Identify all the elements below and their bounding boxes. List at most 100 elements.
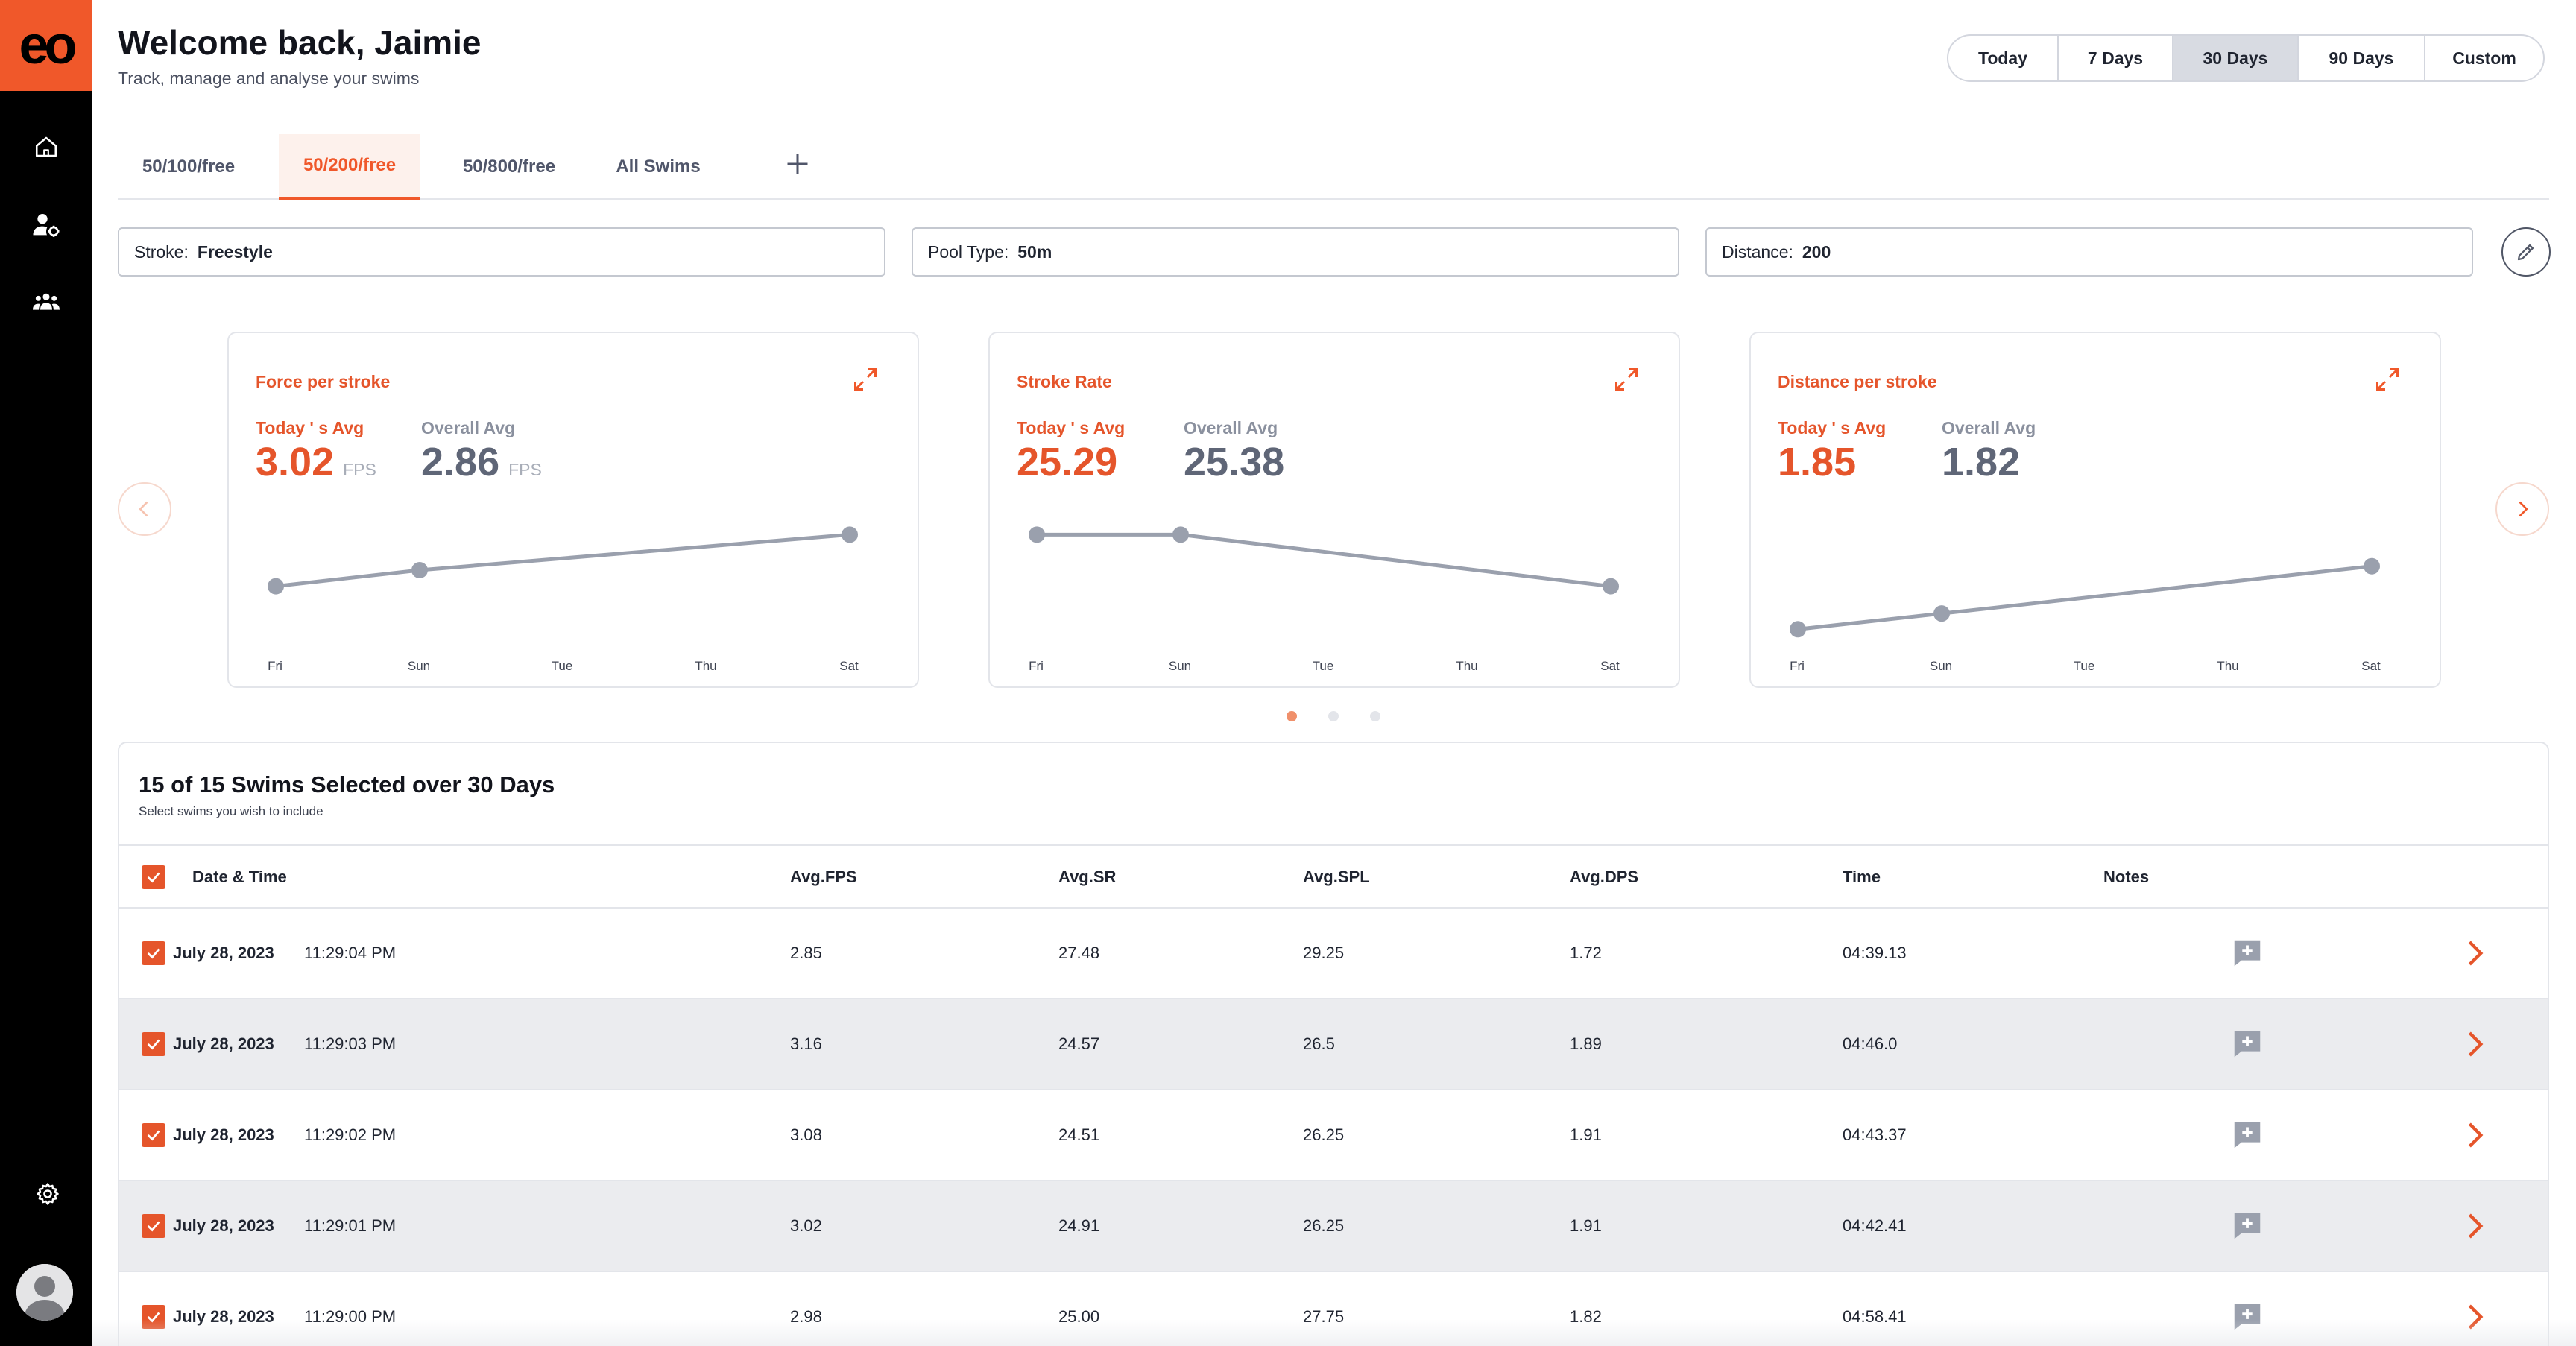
column-avg-spl[interactable]: Avg.SPL bbox=[1303, 868, 1370, 886]
data-point-sat[interactable] bbox=[1603, 578, 1619, 595]
row-duration: 04:39.13 bbox=[1843, 944, 1907, 962]
range-30days-button[interactable]: 30 Days bbox=[2172, 36, 2297, 80]
row-checkbox[interactable] bbox=[142, 1214, 165, 1238]
app-logo[interactable]: eo bbox=[0, 0, 92, 91]
column-avg-dps[interactable]: Avg.DPS bbox=[1570, 868, 1639, 886]
column-avg-fps[interactable]: Avg.FPS bbox=[790, 868, 857, 886]
row-duration: 04:46.0 bbox=[1843, 1034, 1898, 1053]
x-tick-label: Tue bbox=[1313, 659, 1334, 673]
home-icon[interactable] bbox=[31, 132, 61, 162]
row-avg-spl: 29.25 bbox=[1303, 944, 1345, 962]
user-settings-icon[interactable] bbox=[31, 210, 61, 240]
carousel-dot-2[interactable] bbox=[1328, 711, 1339, 721]
chevron-right-icon[interactable] bbox=[2460, 909, 2490, 998]
row-checkbox[interactable] bbox=[142, 1123, 165, 1147]
row-avg-fps: 3.16 bbox=[790, 1034, 822, 1053]
row-time: 11:29:01 PM bbox=[304, 1216, 397, 1235]
expand-icon[interactable] bbox=[2374, 366, 2401, 393]
swims-table-title: 15 of 15 Swims Selected over 30 Days bbox=[139, 771, 555, 797]
range-90days-button[interactable]: 90 Days bbox=[2297, 36, 2424, 80]
today-avg-label: Today ' s Avg bbox=[1017, 418, 1126, 437]
today-avg-value: 1.85 bbox=[1778, 440, 1857, 484]
avatar[interactable] bbox=[16, 1264, 73, 1321]
x-tick-label: Thu bbox=[695, 659, 716, 673]
tab-all-swims[interactable]: All Swims bbox=[616, 157, 701, 177]
notes-icon[interactable] bbox=[2230, 1090, 2264, 1180]
card-title: Force per stroke bbox=[256, 372, 391, 391]
data-point-sat[interactable] bbox=[842, 526, 858, 543]
row-checkbox[interactable] bbox=[142, 1032, 165, 1056]
tab-50-800-free[interactable]: 50/800/free bbox=[462, 157, 556, 177]
swim-tabs: 50/100/free 50/200/free 50/800/free All … bbox=[118, 134, 2549, 200]
data-point-sun[interactable] bbox=[1172, 526, 1189, 543]
x-tick-label: Thu bbox=[1456, 659, 1477, 673]
page-title: Welcome back, Jaimie bbox=[118, 23, 482, 62]
data-point-fri[interactable] bbox=[1029, 526, 1045, 543]
settings-icon[interactable] bbox=[33, 1179, 63, 1209]
table-row[interactable]: July 28, 2023 11:29:02 PM 3.08 24.51 26.25 1.… bbox=[119, 1090, 2548, 1181]
overall-avg-value: 25.38 bbox=[1184, 440, 1285, 484]
expand-icon[interactable] bbox=[1613, 366, 1640, 393]
today-avg-unit: FPS bbox=[343, 460, 376, 479]
overall-avg-label: Overall Avg bbox=[421, 418, 516, 437]
column-notes: Notes bbox=[2103, 868, 2150, 886]
series-line bbox=[275, 532, 850, 589]
row-time: 11:29:03 PM bbox=[304, 1034, 397, 1053]
range-custom-button[interactable]: Custom bbox=[2424, 36, 2543, 80]
today-avg-value: 25.29 bbox=[1017, 440, 1118, 484]
row-avg-fps: 2.85 bbox=[790, 944, 822, 962]
range-7days-button[interactable]: 7 Days bbox=[2057, 36, 2172, 80]
carousel-prev-button[interactable] bbox=[118, 482, 171, 536]
carousel-dot-3[interactable] bbox=[1370, 711, 1380, 721]
notes-icon[interactable] bbox=[2230, 999, 2264, 1089]
x-tick-label: Sat bbox=[1600, 659, 1620, 673]
row-date: July 28, 2023 bbox=[173, 1125, 274, 1144]
distance-line-chart: Fri Sun Tue Thu Sat bbox=[1790, 557, 2381, 673]
select-all-checkbox[interactable] bbox=[142, 865, 165, 889]
expand-icon[interactable] bbox=[852, 366, 879, 393]
data-point-sun[interactable] bbox=[411, 561, 428, 578]
data-point-fri[interactable] bbox=[268, 578, 284, 595]
table-row[interactable]: July 28, 2023 11:29:01 PM 3.02 24.91 26.25 1.… bbox=[119, 1181, 2548, 1272]
table-header: Date & Time Avg.FPS Avg.SR Avg.SPL Avg.D… bbox=[119, 844, 2548, 909]
table-row[interactable]: July 28, 2023 11:29:03 PM 3.16 24.57 26.5 1.8… bbox=[119, 999, 2548, 1090]
column-avg-sr[interactable]: Avg.SR bbox=[1058, 868, 1117, 886]
data-point-fri[interactable] bbox=[1790, 621, 1806, 638]
team-icon[interactable] bbox=[31, 287, 61, 317]
carousel-next-button[interactable] bbox=[2496, 482, 2549, 536]
stroke-filter-value: Freestyle bbox=[197, 241, 273, 262]
notes-icon[interactable] bbox=[2230, 909, 2264, 998]
pool-type-filter[interactable]: Pool Type: 50m bbox=[912, 227, 1679, 277]
data-point-sat[interactable] bbox=[2364, 557, 2380, 575]
carousel-dot-1[interactable] bbox=[1287, 711, 1297, 721]
distance-filter[interactable]: Distance: 200 bbox=[1705, 227, 2473, 277]
edit-filters-button[interactable] bbox=[2501, 227, 2551, 277]
column-date-time[interactable]: Date & Time bbox=[192, 868, 287, 886]
table-row[interactable]: July 28, 2023 11:29:04 PM 2.85 27.48 29.25 1.… bbox=[119, 909, 2548, 999]
tab-50-100-free[interactable]: 50/100/free bbox=[142, 157, 236, 177]
row-date: July 28, 2023 bbox=[173, 944, 274, 962]
tab-50-200-free[interactable]: 50/200/free bbox=[279, 134, 420, 200]
row-date: July 28, 2023 bbox=[173, 1216, 274, 1235]
stroke-filter[interactable]: Stroke: Freestyle bbox=[118, 227, 886, 277]
row-avg-sr: 24.91 bbox=[1058, 1216, 1100, 1235]
stroke-rate-line-chart: Fri Sun Tue Thu Sat bbox=[1029, 526, 1620, 673]
data-point-sun[interactable] bbox=[1933, 605, 1950, 622]
row-checkbox[interactable] bbox=[142, 941, 165, 965]
x-tick-label: Tue bbox=[2074, 659, 2095, 673]
row-date: July 28, 2023 bbox=[173, 1034, 274, 1053]
logo-text: eo bbox=[19, 16, 77, 75]
today-avg-label: Today ' s Avg bbox=[256, 418, 364, 437]
chevron-right-icon[interactable] bbox=[2460, 1090, 2490, 1180]
notes-icon[interactable] bbox=[2230, 1181, 2264, 1271]
stroke-filter-label: Stroke: bbox=[134, 241, 189, 262]
today-avg-label: Today ' s Avg bbox=[1778, 418, 1887, 437]
chevron-right-icon[interactable] bbox=[2460, 999, 2490, 1089]
overall-avg-value: 1.82 bbox=[1942, 440, 2021, 484]
column-time[interactable]: Time bbox=[1843, 868, 1881, 886]
range-today-button[interactable]: Today bbox=[1977, 48, 2028, 68]
chevron-right-icon[interactable] bbox=[2460, 1181, 2490, 1271]
add-tab-icon[interactable] bbox=[781, 151, 814, 183]
x-tick-label: Sun bbox=[1169, 659, 1191, 673]
overall-avg-number: 2.86 bbox=[421, 440, 500, 484]
